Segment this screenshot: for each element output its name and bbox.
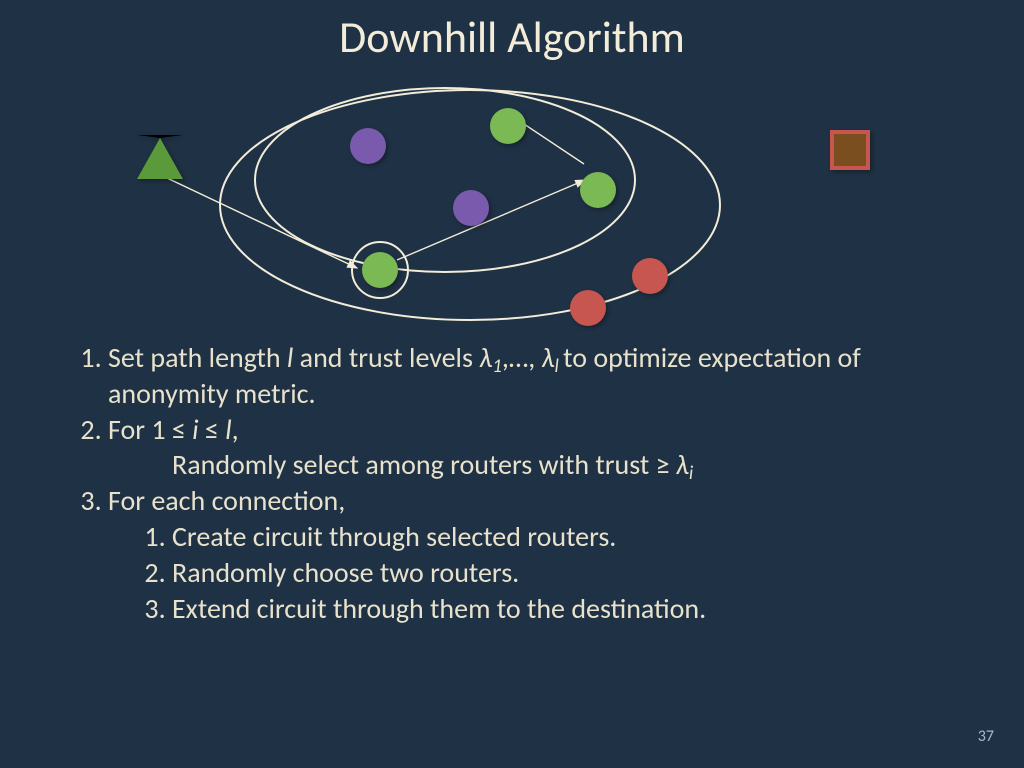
- sub: i: [689, 462, 693, 485]
- step-2: For 1 ≤ i ≤ l, Randomly select among rou…: [108, 412, 980, 484]
- router-node: [453, 190, 489, 226]
- arrow: [397, 180, 585, 260]
- t: ≤: [199, 412, 226, 447]
- t: For each connection,: [108, 483, 345, 518]
- router-node: [362, 252, 398, 288]
- arrow: [167, 178, 357, 268]
- t: Set path length: [108, 340, 287, 375]
- var-lambda: λ: [676, 447, 689, 482]
- router-node: [490, 108, 526, 144]
- step-1: Set path length l and trust levels λ1,…,…: [108, 340, 980, 412]
- var-lambda: λ: [479, 340, 492, 375]
- page-number: 37: [978, 727, 994, 746]
- step-2-detail: Randomly select among routers with trust…: [108, 447, 980, 483]
- t: ,…,: [502, 340, 542, 375]
- step-3: For each connection, Create circuit thro…: [108, 483, 980, 626]
- source-triangle: [137, 135, 183, 179]
- sub: l: [555, 355, 564, 378]
- t: ,: [232, 412, 239, 447]
- slide: Downhill Algorithm Set path length l and…: [0, 0, 1024, 768]
- router-node: [632, 258, 668, 294]
- var-lambda: λ: [542, 340, 555, 375]
- dest-square: [830, 130, 870, 170]
- router-node: [580, 172, 616, 208]
- t: Randomly select among routers with trust…: [172, 447, 676, 482]
- t: For 1 ≤: [108, 412, 192, 447]
- t: and trust levels: [293, 340, 479, 375]
- router-node: [570, 290, 606, 326]
- step-3-2: Randomly choose two routers.: [172, 555, 980, 591]
- sub: 1: [492, 355, 502, 378]
- step-3-3: Extend circuit through them to the desti…: [172, 591, 980, 627]
- algorithm-steps: Set path length l and trust levels λ1,…,…: [60, 340, 980, 627]
- step-3-1: Create circuit through selected routers.: [172, 519, 980, 555]
- router-node: [350, 128, 386, 164]
